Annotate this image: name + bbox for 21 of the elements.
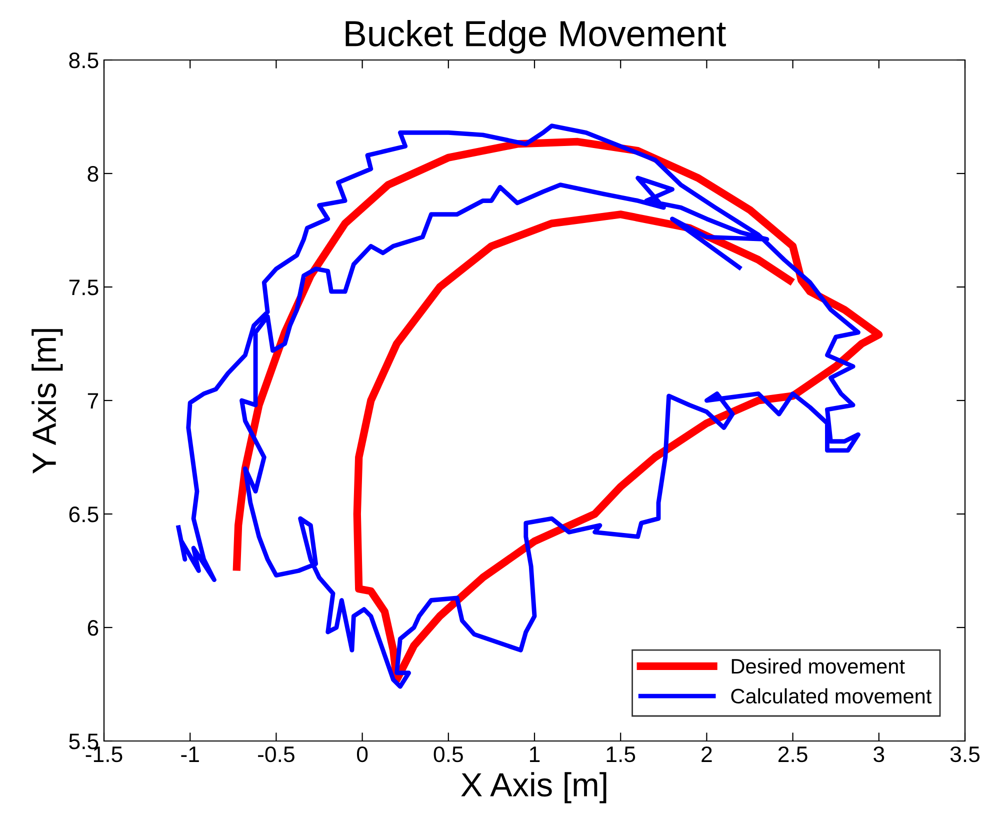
chart-title: Bucket Edge Movement <box>346 20 726 54</box>
x-tick-label: 3.5 <box>950 746 980 762</box>
x-tick-label: 3 <box>874 746 884 762</box>
x-tick-label: 2 <box>702 746 712 762</box>
y-tick-label: 8.5 <box>69 52 98 68</box>
x-tick-label: 2.5 <box>778 746 808 762</box>
y-axis-title: Y Axis [m] <box>32 329 63 474</box>
legend-label: Desired movement <box>732 658 905 674</box>
x-tick-label: 0 <box>356 746 368 762</box>
x-tick-label: 0.5 <box>434 746 463 762</box>
y-tick-label: 8 <box>88 166 98 182</box>
x-tick-label: 1 <box>530 746 540 762</box>
x-tick-label: -0.5 <box>258 746 294 762</box>
x-tick-label: -1 <box>181 746 199 762</box>
x-tick-label: 1.5 <box>606 746 636 762</box>
y-tick-label: 7 <box>88 393 98 409</box>
y-tick-label: 6 <box>88 620 98 636</box>
x-axis-title: X Axis [m] <box>461 772 606 804</box>
legend-label: Calculated movement <box>731 688 932 704</box>
y-tick-label: 7.5 <box>69 280 98 296</box>
y-tick-label: 6.5 <box>69 506 98 522</box>
